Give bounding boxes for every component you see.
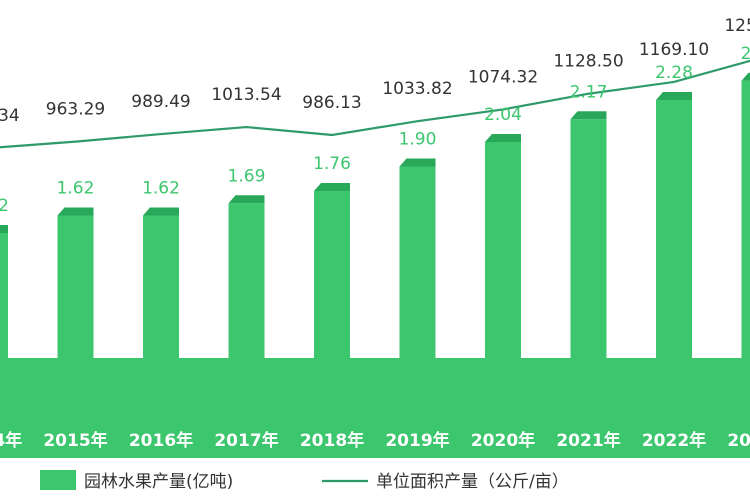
bar-body [143, 215, 179, 358]
bar-body [0, 233, 8, 358]
bar-1 [57, 207, 94, 358]
bar-value-label: 2.39 [741, 44, 750, 64]
bar-6 [485, 134, 521, 358]
bar-value-label: 2.28 [655, 63, 693, 83]
axis-band [0, 358, 750, 410]
bar-body [570, 119, 607, 358]
line-value-label: 989.49 [131, 92, 190, 112]
bar-2 [143, 207, 179, 358]
bar-top [57, 207, 94, 216]
line-value-label: 1013.54 [211, 85, 281, 105]
x-tick-label: 2017年 [214, 430, 278, 451]
bar-0 [0, 225, 8, 358]
bar-body [57, 215, 94, 358]
bar-value-label: 1.69 [228, 166, 266, 186]
bar-value-label: 1.76 [313, 154, 351, 174]
bar-top [143, 207, 179, 216]
line-value-label: 1128.50 [553, 52, 623, 72]
x-tick-label: 2020年 [471, 430, 535, 451]
bar-value-label: 1.90 [399, 130, 437, 150]
x-tick-label: 2023年 [727, 430, 750, 451]
line-series [0, 59, 750, 149]
line-value-label: 1169.10 [639, 40, 709, 60]
bar-body [741, 80, 750, 358]
bar-body [399, 166, 436, 358]
bar-body [485, 142, 521, 358]
bar-body [656, 100, 692, 358]
x-tick-label: 2014年 [0, 430, 22, 451]
bar-top [228, 195, 265, 204]
bar-7 [570, 111, 607, 358]
bar-body [228, 203, 265, 358]
line-value-label: 1033.82 [382, 79, 452, 99]
bar-body [314, 191, 350, 358]
bar-labels: 1.52 1.62 1.62 1.69 1.76 1.90 2.04 2.17 2.28 2.39 [0, 44, 750, 216]
bar-top [314, 183, 350, 191]
line-value-label: 986.13 [302, 93, 361, 113]
bar-3 [228, 195, 265, 358]
line-value-label: 1074.32 [468, 67, 538, 87]
bar-value-label: 2.17 [570, 82, 608, 102]
xaxis-strip [0, 410, 750, 458]
bar-value-label: 1.52 [0, 196, 9, 216]
bar-8 [656, 92, 692, 358]
bar-4 [314, 183, 350, 358]
bar-top [656, 92, 692, 100]
line-value-label: 941.34 [0, 106, 20, 126]
x-tick-label: 2021年 [556, 430, 620, 451]
bar-value-label: 1.62 [142, 179, 180, 199]
bar-top [741, 72, 750, 81]
bar-top [570, 111, 607, 120]
bar-top [485, 134, 521, 142]
bar-series [0, 72, 750, 358]
x-tick-label: 2016年 [129, 430, 193, 451]
bar-value-label: 1.62 [57, 179, 95, 199]
bar-5 [399, 158, 436, 358]
bar-9 [741, 72, 750, 358]
line-value-label: 963.29 [46, 100, 105, 120]
legend-bar-label: 园林水果产量(亿吨) [84, 472, 233, 492]
bar-top [399, 158, 436, 167]
legend: 园林水果产量(亿吨) 单位面积产量（公斤/亩） [40, 470, 569, 492]
bar-top [0, 225, 8, 233]
line-labels: 941.34 963.29 989.49 1013.54 986.13 1033.82 10… [0, 16, 750, 126]
legend-line-label: 单位面积产量（公斤/亩） [376, 472, 569, 492]
x-axis-ticks: 2014年 2015年 2016年 2017年 2018年 2019年 2020年 2021年… [0, 430, 750, 451]
bar-value-label: 2.04 [484, 105, 522, 125]
x-tick-label: 2015年 [43, 430, 107, 451]
x-tick-label: 2018年 [300, 430, 364, 451]
line-value-label: 1251.00 [724, 16, 750, 36]
x-tick-label: 2022年 [642, 430, 706, 451]
x-tick-label: 2019年 [385, 430, 449, 451]
legend-bar-swatch [40, 470, 76, 490]
